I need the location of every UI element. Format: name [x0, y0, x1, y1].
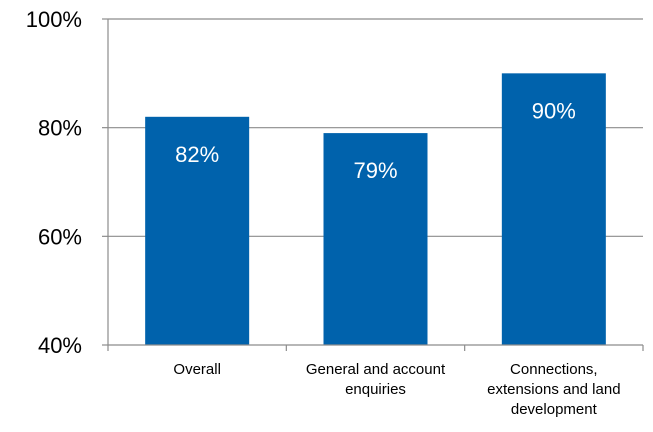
x-tick-label: General and account enquiries — [306, 361, 446, 398]
data-label: 82% — [175, 142, 219, 167]
bar — [323, 133, 428, 345]
bar — [145, 116, 250, 345]
x-tick-label: Overall — [173, 361, 221, 378]
y-tick-label: 80% — [38, 116, 82, 141]
data-label: 79% — [353, 158, 397, 183]
labels: 40% 60% 80% 100% 82% Overall 79% General and ac… — [26, 7, 621, 418]
y-tick-label: 100% — [26, 7, 82, 32]
bar — [501, 73, 606, 345]
bars — [145, 73, 606, 345]
axes — [102, 18, 644, 351]
x-tick-label: Connections, extensions and land developme… — [487, 361, 620, 418]
y-tick-label: 60% — [38, 224, 82, 249]
y-tick-label: 40% — [38, 333, 82, 358]
data-label: 90% — [532, 98, 576, 123]
